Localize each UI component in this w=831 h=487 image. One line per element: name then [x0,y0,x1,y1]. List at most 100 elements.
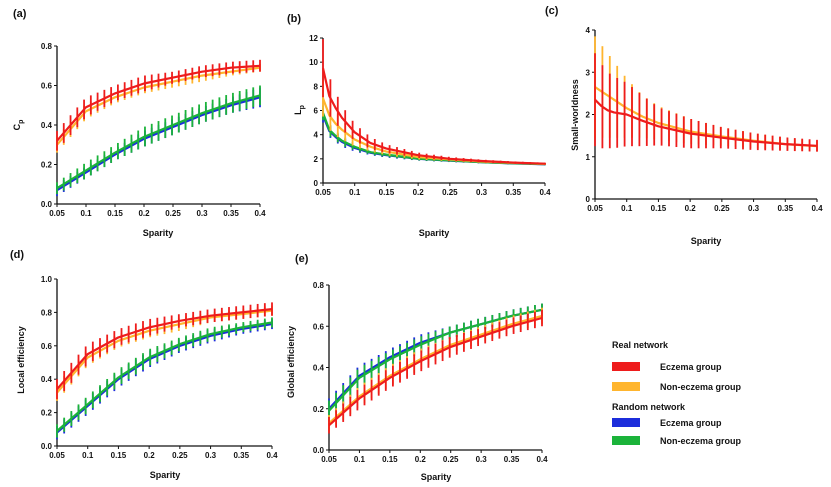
y-tick-label: 3 [586,68,591,77]
y-axis-label: Small-worldness [570,79,580,151]
x-tick-label: 0.1 [621,204,633,213]
x-axis-label: Sparity [143,228,174,238]
y-tick-label: 0 [586,195,591,204]
legend-swatch [612,362,640,371]
legend-real-title: Real network [612,340,669,350]
y-tick-label: 0.0 [41,200,53,209]
y-axis-label: Global efficiency [286,326,296,398]
x-tick-label: 0.3 [476,188,488,197]
y-tick-label: 0.2 [41,161,53,170]
legend: Real network Eczema group Non-eczema group… [612,340,742,446]
y-axis-label: Cp [12,120,25,131]
x-tick-label: 0.15 [382,455,398,464]
x-tick-label: 0.1 [354,455,366,464]
series-non-eczema-real [321,80,546,165]
legend-label: Non-eczema group [660,382,742,392]
chart-panel-3: 0.05 0.1 0.15 0.2 0.25 0.3 0.35 0.4 0 1 2 3 4 (c) Spar… [545,5,823,246]
y-tick-label: 0 [314,179,319,188]
series-non-eczema-random [56,317,273,438]
y-tick-label: 6 [314,107,319,116]
series-eczema-real [56,302,273,400]
x-tick-label: 0.1 [82,451,94,460]
y-tick-label: 2 [314,155,319,164]
series-line [594,98,818,147]
y-tick-label: 0.8 [41,42,53,51]
chart-panel-5: 0.05 0.1 0.15 0.2 0.25 0.3 0.35 0.4 0.0 0.2 0.4 0.6… [286,253,548,482]
y-tick-label: 0.6 [41,342,53,351]
x-tick-label: 0.2 [413,188,425,197]
x-tick-label: 0.4 [539,188,551,197]
x-tick-label: 0.15 [379,188,395,197]
y-tick-label: 1.0 [41,275,53,284]
x-tick-label: 0.35 [504,455,520,464]
y-tick-label: 0.4 [41,375,53,384]
y-tick-label: 0.2 [41,409,53,418]
x-tick-label: 0.3 [205,451,217,460]
chart-panel-4: 0.05 0.1 0.15 0.2 0.25 0.3 0.35 0.4 0.0 0.2 0.4 0.6… [10,249,278,480]
x-axis-label: Sparity [419,228,450,238]
x-tick-label: 0.1 [349,188,361,197]
chart-panel-1: 0.05 0.1 0.15 0.2 0.25 0.3 0.35 0.4 0.0 0.2 0.4 0.6… [12,8,266,238]
series-line [56,323,273,434]
y-tick-label: 0.6 [313,322,325,331]
legend-label: Eczema group [660,362,722,372]
series-line [56,321,273,432]
x-tick-label: 0.05 [49,209,65,218]
series-eczema-real [56,59,261,151]
series-line [56,308,273,390]
series-non-eczema-random [56,85,261,195]
x-tick-label: 0.25 [443,455,459,464]
x-tick-label: 0.2 [685,204,697,213]
y-tick-label: 0.4 [41,121,53,130]
legend-random-title: Random network [612,402,686,412]
x-tick-label: 0.2 [144,451,156,460]
legend-label: Eczema group [660,418,722,428]
x-tick-label: 0.4 [536,455,548,464]
series-line [328,308,543,412]
y-tick-label: 1 [586,153,591,162]
series-line [321,67,546,165]
y-tick-label: 0.6 [41,82,53,91]
panel-label: (d) [10,249,24,261]
panel-label: (b) [287,13,301,25]
x-tick-label: 0.4 [811,204,823,213]
legend-label: Non-eczema group [660,436,742,446]
series-eczema-real [594,53,818,152]
x-axis-label: Sparity [150,470,181,480]
panel-label: (a) [13,8,27,20]
legend-swatch [612,418,640,427]
series-line [56,64,261,142]
series-eczema-random [56,319,273,440]
x-tick-label: 0.35 [777,204,793,213]
panel-label: (e) [295,253,309,265]
y-tick-label: 2 [586,111,591,120]
x-tick-label: 0.3 [476,455,488,464]
x-tick-label: 0.25 [172,451,188,460]
y-tick-label: 0.8 [41,308,53,317]
y-axis-label: Local efficiency [16,326,26,394]
y-tick-label: 0.0 [41,442,53,451]
series-line [321,98,546,165]
x-tick-label: 0.3 [748,204,760,213]
y-axis-label: Lp [293,105,306,115]
x-tick-label: 0.35 [233,451,249,460]
x-tick-label: 0.3 [196,209,208,218]
y-tick-label: 10 [309,58,318,67]
y-tick-label: 0.4 [313,364,325,373]
y-tick-label: 4 [586,26,591,35]
x-tick-label: 0.25 [714,204,730,213]
y-tick-label: 0.0 [313,446,325,455]
series-line [328,316,543,427]
x-tick-label: 0.05 [587,204,603,213]
legend-swatch [612,382,640,391]
x-tick-label: 0.15 [651,204,667,213]
y-tick-label: 12 [309,34,318,43]
x-tick-label: 0.25 [165,209,181,218]
y-tick-label: 0.8 [313,281,325,290]
y-tick-label: 0.2 [313,405,325,414]
x-tick-label: 0.05 [315,188,331,197]
y-tick-label: 8 [314,82,319,91]
x-tick-label: 0.1 [80,209,92,218]
x-axis-label: Sparity [421,472,452,482]
x-tick-label: 0.05 [321,455,337,464]
